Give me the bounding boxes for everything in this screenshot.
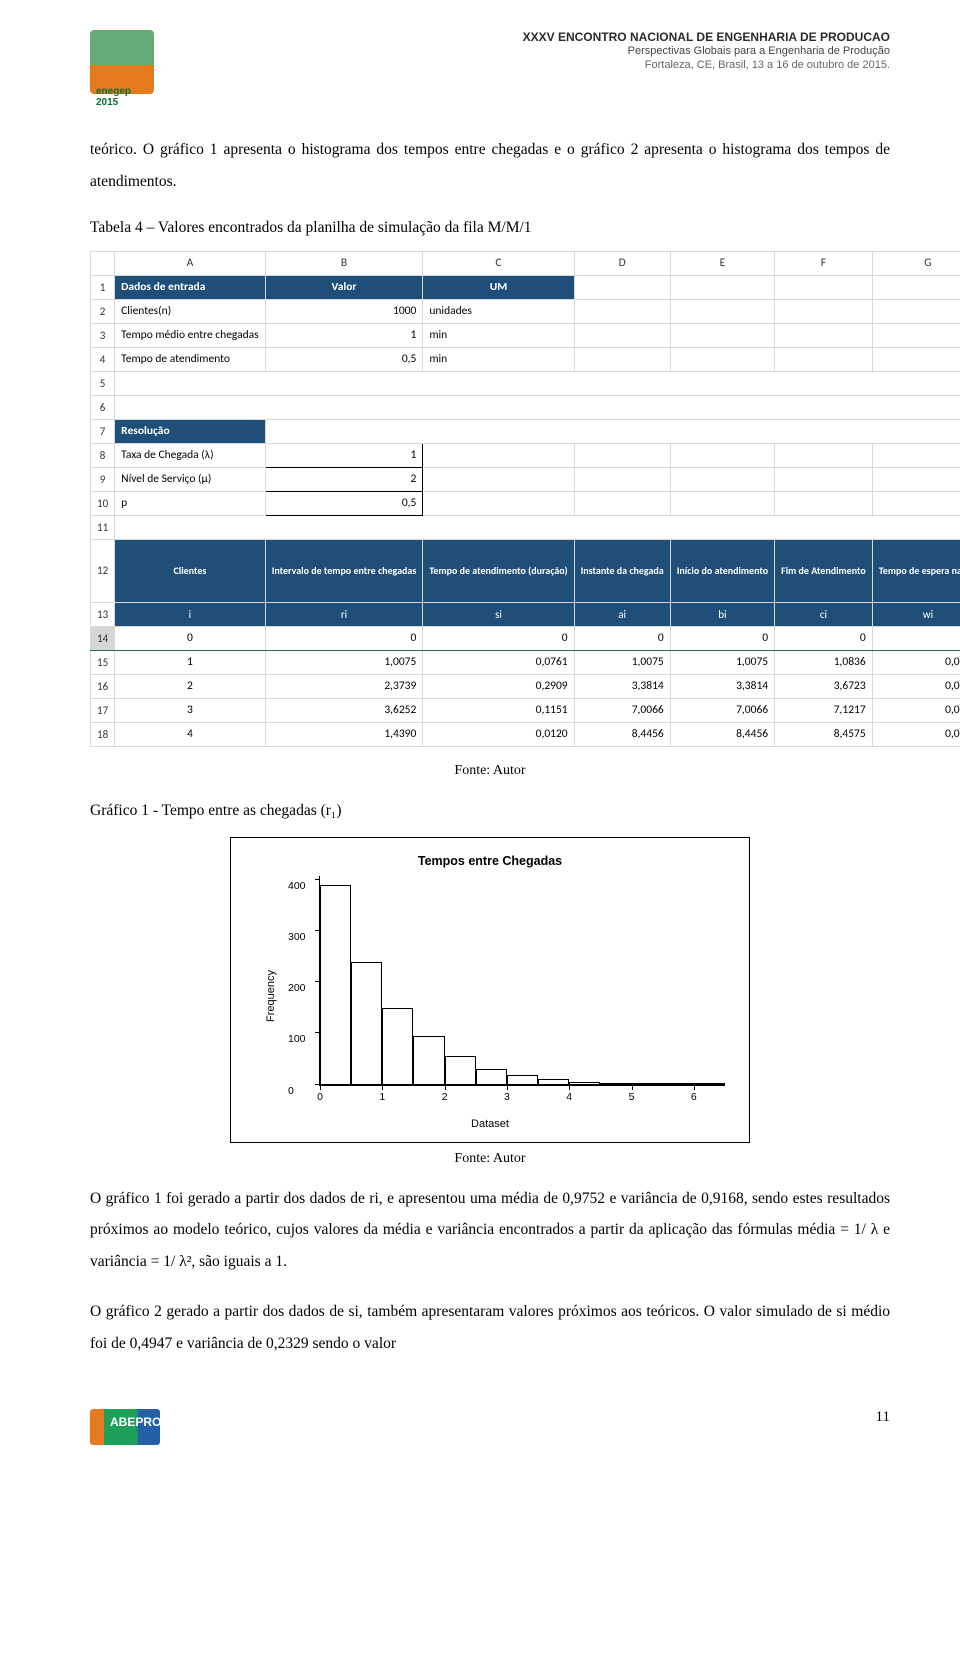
- sim-data-row: 1622,37390,29093,38143,38143,67230,00000…: [91, 674, 960, 698]
- chart-title: Tempos entre Chegadas: [243, 854, 737, 868]
- sheet-row: 9Nível de Serviço (μ)2: [91, 467, 960, 491]
- col-letter: F: [775, 251, 873, 275]
- sim-var-header: si: [423, 602, 574, 626]
- xtick-label: 0: [317, 1091, 323, 1103]
- sim-var-header: ci: [775, 602, 873, 626]
- conference-dateplace: Fortaleza, CE, Brasil, 13 a 16 de outubr…: [164, 59, 890, 73]
- sim-col-header: Clientes: [115, 539, 266, 602]
- ytick-label: 200: [288, 982, 306, 994]
- ytick-label: 400: [288, 880, 306, 892]
- sim-var-header: i: [115, 602, 266, 626]
- abepro-logo-icon: [90, 1409, 160, 1445]
- sim-data-row: 1841,43900,01208,44568,44568,45750,00000…: [91, 722, 960, 746]
- col-letter: A: [115, 251, 266, 275]
- sim-col-header: Tempo de espera na fila: [872, 539, 960, 602]
- col-header: UM: [423, 275, 574, 299]
- sheet-row: 8Taxa de Chegada (λ)1: [91, 443, 960, 467]
- sheet-row: 4Tempo de atendimento0,5min: [91, 347, 960, 371]
- sheet-row: 10p0,5: [91, 491, 960, 515]
- sim-data-row: 1733,62520,11517,00667,00667,12170,00000…: [91, 698, 960, 722]
- histogram-bar: [320, 885, 351, 1085]
- ytick-label: 300: [288, 931, 306, 943]
- sheet-row: 5: [91, 371, 960, 395]
- histogram-bar: [445, 1056, 476, 1084]
- enegep-logo-label: enegep 2015: [96, 86, 154, 108]
- enegep-logo-icon: [90, 30, 154, 94]
- histogram-bar: [600, 1083, 631, 1085]
- xtick-label: 4: [566, 1091, 572, 1103]
- col-header: Valor: [265, 275, 423, 299]
- col-letter: D: [574, 251, 670, 275]
- histogram-bar: [663, 1083, 694, 1085]
- sim-col-header: Tempo de atendimento (duração): [423, 539, 574, 602]
- sim-col-header: Início do atendimento: [670, 539, 774, 602]
- spreadsheet-screenshot: A B C D E F G H I J 1 Dados de entrada V…: [90, 251, 960, 747]
- section-header: Dados de entrada: [115, 275, 266, 299]
- histogram-bar: [351, 962, 382, 1085]
- header-text-block: XXXV ENCONTRO NACIONAL DE ENGENHARIA DE …: [164, 30, 890, 73]
- sim-col-header: Fim de Atendimento: [775, 539, 873, 602]
- sim-col-header: Instante da chegada: [574, 539, 670, 602]
- document-header: enegep 2015 XXXV ENCONTRO NACIONAL DE EN…: [90, 30, 890, 94]
- analysis-paragraph-1: O gráfico 1 foi gerado a partir dos dado…: [90, 1183, 890, 1278]
- histogram-bar: [382, 1008, 413, 1085]
- chart-heading: Gráfico 1 - Tempo entre as chegadas (r₁): [90, 795, 890, 827]
- col-letter: G: [872, 251, 960, 275]
- histogram-bar: [632, 1083, 663, 1085]
- xtick-label: 5: [629, 1091, 635, 1103]
- chart-ylabel: Frequency: [265, 970, 277, 1022]
- sim-header-row: 12 Clientes Intervalo de tempo entre che…: [91, 539, 960, 602]
- intro-paragraph: teórico. O gráfico 1 apresenta o histogr…: [90, 134, 890, 198]
- conference-logo: enegep 2015: [90, 30, 154, 94]
- corner-cell: [91, 251, 115, 275]
- ytick-label: 100: [288, 1033, 306, 1045]
- histogram-bar: [413, 1036, 444, 1085]
- sim-data-row: 1511,00750,07611,00751,00751,08360,00000…: [91, 650, 960, 674]
- chart-xlabel: Dataset: [243, 1118, 737, 1130]
- xtick-label: 3: [504, 1091, 510, 1103]
- histogram-bar: [538, 1079, 569, 1084]
- conference-title: XXXV ENCONTRO NACIONAL DE ENGENHARIA DE …: [164, 30, 890, 45]
- chart-source: Fonte: Autor: [90, 1151, 890, 1167]
- sim-var-header: ai: [574, 602, 670, 626]
- sim-var-row: 13 i ri si ai bi ci wi ui oi wq: [91, 602, 960, 626]
- sim-data-row: 140000000000: [91, 626, 960, 650]
- chart-plot-area: 01002003004000123456: [319, 876, 725, 1086]
- histogram-bar: [507, 1075, 538, 1084]
- conference-subtitle: Perspectivas Globais para a Engenharia d…: [164, 45, 890, 59]
- histogram-bar: [476, 1069, 507, 1084]
- section-header: Resolução: [115, 419, 266, 443]
- column-letter-row: A B C D E F G H I J: [91, 251, 960, 275]
- chart-body: Frequency 01002003004000123456: [295, 876, 725, 1116]
- ytick-label: 0: [288, 1085, 294, 1097]
- analysis-paragraph-2: O gráfico 2 gerado a partir dos dados de…: [90, 1296, 890, 1360]
- row-number: 1: [91, 275, 115, 299]
- table-caption: Tabela 4 – Valores encontrados da planil…: [90, 216, 890, 239]
- sim-col-header: Intervalo de tempo entre chegadas: [265, 539, 423, 602]
- sim-var-header: ri: [265, 602, 423, 626]
- xtick-label: 2: [442, 1091, 448, 1103]
- sheet-row: 11: [91, 515, 960, 539]
- sheet-row: 1 Dados de entrada Valor UM: [91, 275, 960, 299]
- histogram-bar: [569, 1082, 600, 1085]
- sim-var-header: wi: [872, 602, 960, 626]
- col-letter: B: [265, 251, 423, 275]
- page-footer: 11: [90, 1409, 890, 1455]
- histogram-bar: [694, 1083, 725, 1085]
- table-source: Fonte: Autor: [90, 763, 890, 779]
- sheet-row: 7 Resolução: [91, 419, 960, 443]
- sheet-row: 2Clientes(n)1000unidades: [91, 299, 960, 323]
- sheet-row: 6: [91, 395, 960, 419]
- page: enegep 2015 XXXV ENCONTRO NACIONAL DE EN…: [0, 0, 960, 1485]
- sheet-row: 3Tempo médio entre chegadas1min: [91, 323, 960, 347]
- xtick-label: 1: [379, 1091, 385, 1103]
- sim-var-header: bi: [670, 602, 774, 626]
- page-number: 11: [876, 1409, 890, 1426]
- histogram-chart: Tempos entre Chegadas Frequency 01002003…: [230, 837, 750, 1143]
- xtick-label: 6: [691, 1091, 697, 1103]
- col-letter: C: [423, 251, 574, 275]
- col-letter: E: [670, 251, 774, 275]
